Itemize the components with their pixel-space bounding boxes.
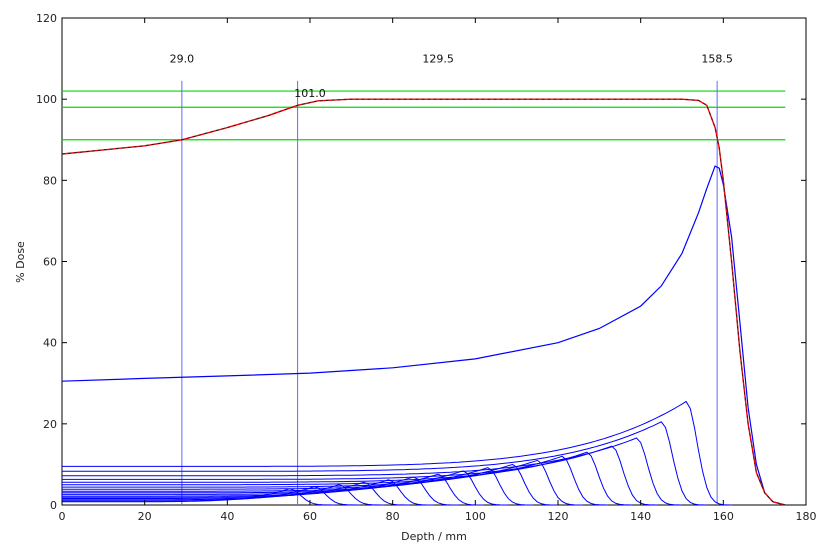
x-tick-label: 60 [303, 510, 317, 523]
sobp-curve [61, 98, 786, 506]
x-tick-label: 0 [59, 510, 66, 523]
x-tick-label: 180 [796, 510, 817, 523]
pristine-peak-curve [62, 470, 509, 506]
pristine-peak-curve [62, 421, 707, 506]
y-tick-label: 60 [43, 256, 57, 269]
pristine-peak-curve [62, 467, 534, 506]
y-tick-label: 80 [43, 174, 57, 187]
pristine-main-curve [61, 165, 786, 506]
y-tick-label: 120 [36, 12, 57, 25]
y-axis-title: % Dose [14, 241, 27, 283]
x-tick-label: 20 [138, 510, 152, 523]
pristine-peak-curve [62, 481, 410, 506]
x-tick-label: 80 [386, 510, 400, 523]
y-tick-label: 20 [43, 418, 57, 431]
sobp-overlay-curve [61, 98, 786, 506]
vertical-marker-label: 158.5 [701, 53, 733, 66]
x-tick-label: 120 [548, 510, 569, 523]
y-tick-label: 0 [50, 499, 57, 512]
pristine-peak-curve [62, 437, 683, 506]
pristine-peak-curve [62, 400, 732, 506]
pristine-peak-curve [62, 459, 583, 506]
pristine-peak-curve [62, 455, 608, 506]
chart-annotation: 101.0 [294, 87, 326, 100]
chart-annotation: 129.5 [422, 53, 454, 66]
y-tick-label: 40 [43, 337, 57, 350]
vertical-marker-label: 29.0 [170, 53, 195, 66]
pristine-peak-curve [62, 484, 385, 506]
x-tick-label: 40 [220, 510, 234, 523]
pristine-peak-curve [62, 488, 335, 506]
pristine-peak-curve [62, 445, 658, 506]
x-tick-label: 140 [630, 510, 651, 523]
pristine-peak-curve [62, 451, 633, 506]
pristine-peak-curve [62, 479, 435, 506]
y-tick-label: 100 [36, 93, 57, 106]
x-tick-label: 160 [713, 510, 734, 523]
x-axis-title: Depth / mm [401, 530, 467, 543]
pristine-peak-curve [62, 476, 459, 506]
x-tick-label: 100 [465, 510, 486, 523]
